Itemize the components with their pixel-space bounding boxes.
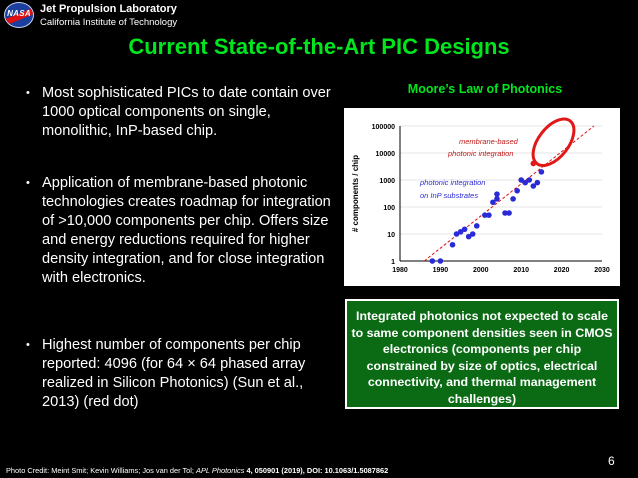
y-tick-label: 100	[383, 205, 395, 212]
x-tick-label: 2030	[594, 267, 610, 274]
bullet-text: Application of membrane-based photonic t…	[42, 175, 331, 286]
bullet-item: • Most sophisticated PICs to date contai…	[22, 84, 332, 141]
photo-credit: Photo Credit: Meint Smit; Kevin Williams…	[6, 466, 388, 475]
header-bar: NASA Jet Propulsion Laboratory Californi…	[0, 0, 638, 30]
chart-title: Moore’s Law of Photonics	[407, 82, 563, 96]
org-name: Jet Propulsion Laboratory	[40, 3, 177, 15]
data-point	[522, 179, 529, 186]
data-point	[473, 223, 480, 229]
data-point	[530, 160, 537, 167]
y-tick-label: 10	[387, 232, 395, 239]
y-tick-label: 1000	[379, 178, 395, 185]
chart-panel: 1 10 100 1000 10000 100000 1980 1990 2000 2010 202…	[344, 108, 620, 286]
x-tick-label: 2010	[513, 267, 529, 274]
x-tick-label: 1990	[433, 267, 449, 274]
data-point	[494, 191, 500, 197]
annotation-label: photonic integration	[447, 149, 513, 158]
data-point	[506, 210, 512, 216]
data-point	[449, 241, 456, 248]
data-point	[486, 212, 492, 218]
data-point	[518, 177, 524, 183]
y-tick-label: 10000	[376, 151, 396, 158]
data-point	[469, 231, 476, 237]
data-point	[526, 177, 533, 183]
y-axis-label: # components / chip	[351, 155, 360, 232]
nasa-logo: NASA	[4, 2, 34, 28]
x-tick-label: 2020	[554, 267, 570, 274]
slide-title: Current State-of-the-Art PIC Designs	[128, 34, 510, 59]
bullet-dot-icon: •	[26, 339, 30, 351]
data-point	[514, 187, 520, 194]
y-tick-label: 100000	[372, 124, 395, 131]
data-point	[457, 229, 464, 235]
data-point	[461, 226, 468, 233]
annotation-label: photonic integration	[419, 178, 485, 187]
nasa-logo-text: NASA	[7, 9, 31, 18]
data-point	[429, 258, 436, 264]
bullet-text: Most sophisticated PICs to date contain …	[42, 85, 331, 139]
x-tick-label: 2000	[473, 267, 489, 274]
bullet-item: • Highest number of components per chip …	[22, 336, 332, 412]
highlight-ellipse	[531, 117, 576, 167]
data-point	[538, 169, 545, 175]
slide-number: 6	[608, 454, 615, 468]
data-point	[510, 196, 516, 202]
annotation-label: membrane-based	[459, 137, 519, 146]
data-point	[502, 210, 508, 216]
callout-box: Integrated photonics not expected to sca…	[345, 299, 619, 409]
bullet-dot-icon: •	[26, 87, 30, 99]
annotation-label: on InP substrates	[420, 191, 478, 200]
bullet-item: • Application of membrane-based photonic…	[22, 174, 332, 288]
data-point	[482, 212, 488, 218]
data-point	[534, 179, 541, 186]
credit-journal: APL Photonics	[196, 466, 245, 475]
credit-rest: 4, 050901 (2019), DOI: 10.1063/1.5087862	[246, 466, 389, 475]
data-point	[530, 183, 537, 189]
bullet-dot-icon: •	[26, 177, 30, 189]
x-tick-label: 1980	[392, 267, 408, 274]
trend-line	[423, 125, 595, 262]
data-point	[465, 233, 472, 240]
org-subtitle: California Institute of Technology	[40, 17, 178, 28]
data-point	[437, 258, 444, 264]
data-point	[490, 199, 496, 206]
y-tick-label: 1	[391, 259, 395, 266]
bullet-text: Highest number of components per chip re…	[42, 337, 306, 410]
data-point	[494, 196, 500, 202]
moores-law-chart: 1 10 100 1000 10000 100000 1980 1990 2000 2010 202…	[351, 117, 610, 274]
credit-prefix: Photo Credit: Meint Smit; Kevin Williams…	[6, 466, 194, 475]
